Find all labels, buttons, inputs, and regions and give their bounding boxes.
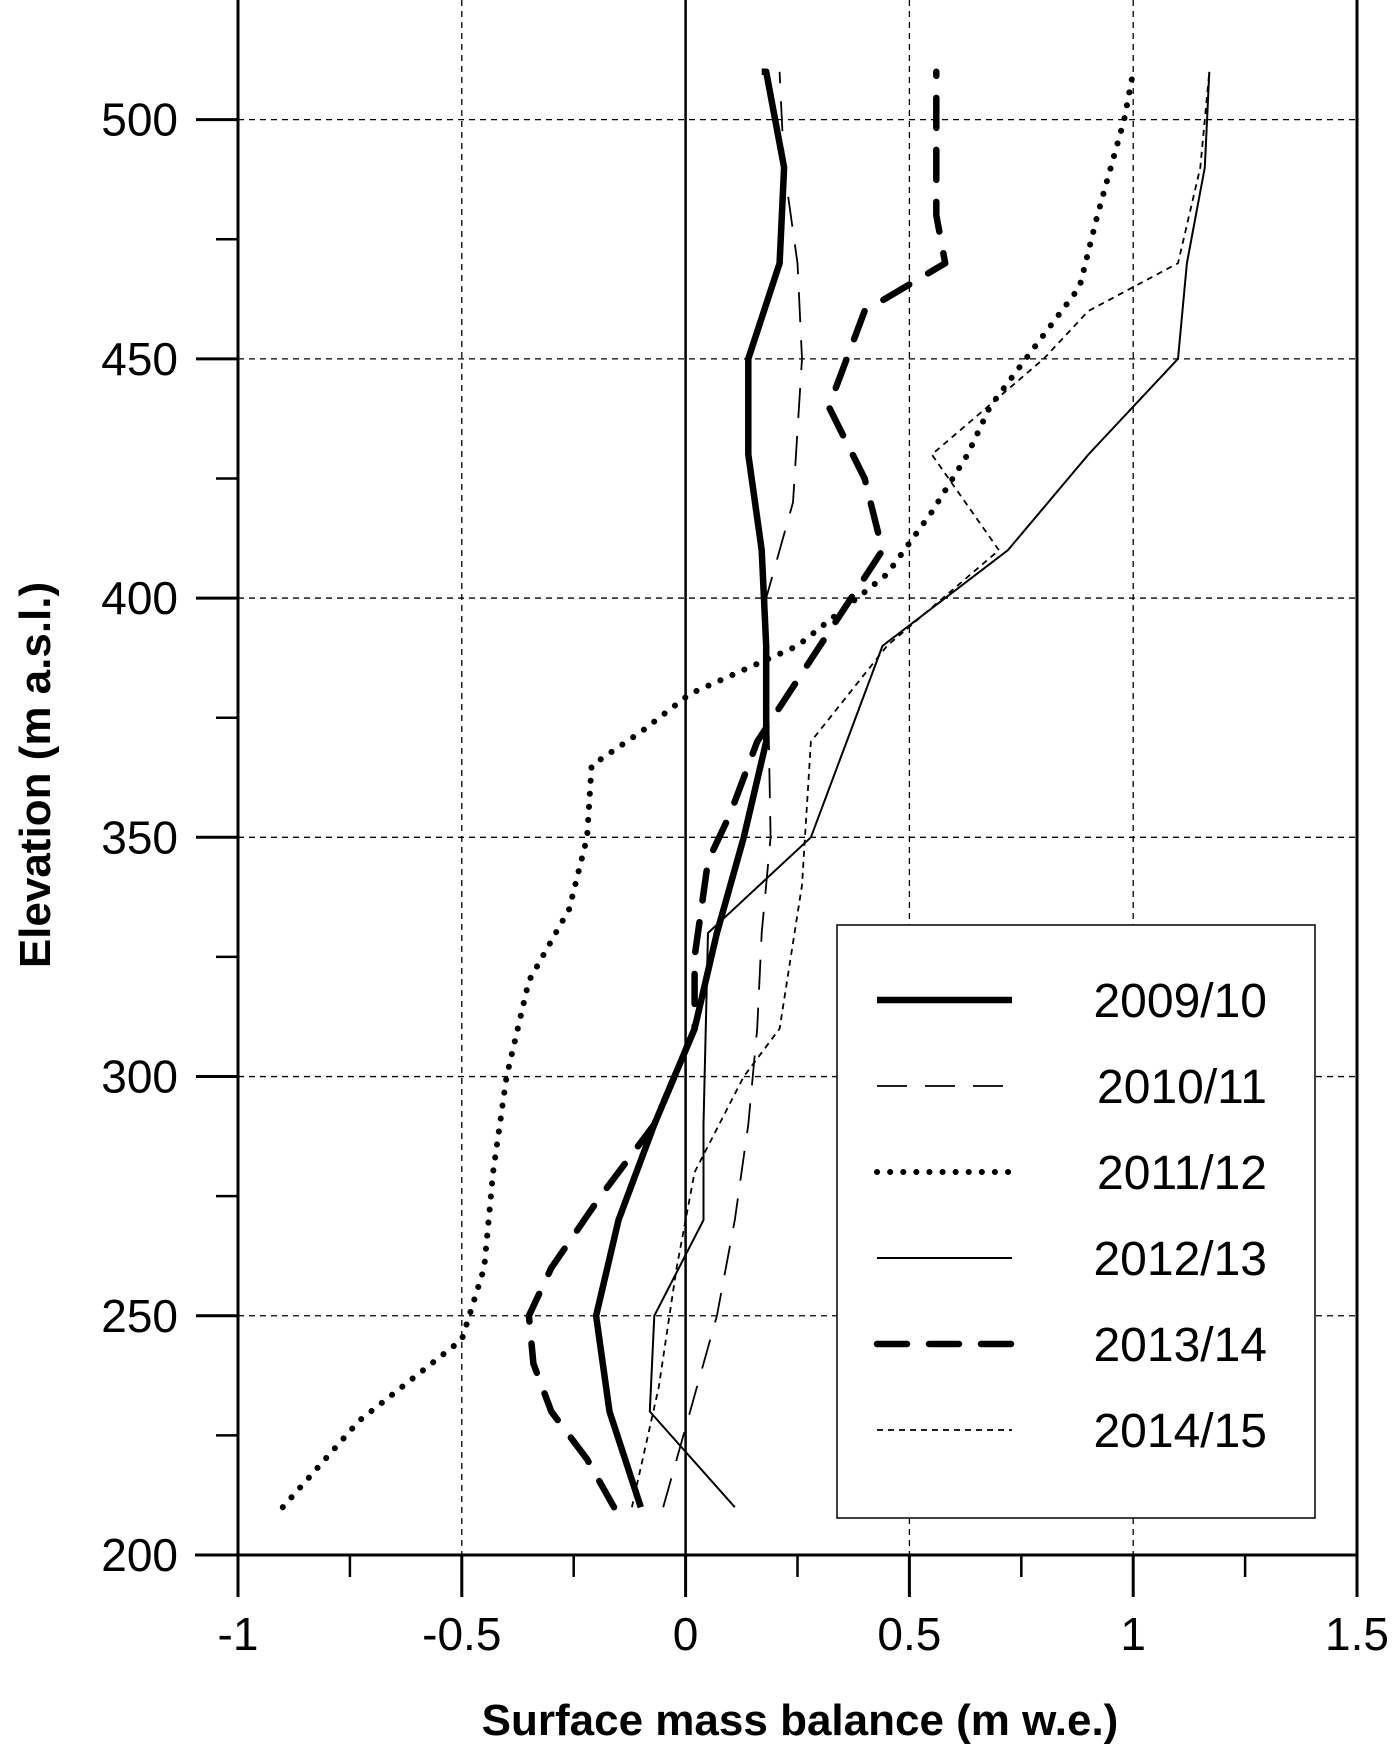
legend-box: [836, 924, 1316, 1519]
y-tick-label: 500: [101, 94, 178, 146]
series-layer: [279, 68, 1211, 1511]
y-axis-title: Elevation (m a.s.l.): [11, 582, 60, 968]
legend-label: 2014/15: [1093, 1405, 1267, 1458]
axes-layer: -1 -0.5 0 0.5 1 1.5 200 250 300 350 400 450 500: [101, 0, 1389, 1660]
x-tick-label: 0: [673, 1608, 699, 1660]
y-tick-label: 450: [101, 333, 178, 385]
legend-label: 2010/11: [1097, 1061, 1267, 1114]
legend-label: 2011/12: [1097, 1147, 1267, 1200]
series-line-2013-14: [525, 68, 949, 1511]
series-line-2009-10: [592, 68, 788, 1509]
x-axis-title: Surface mass balance (m w.e.): [482, 1696, 1119, 1745]
x-tick-label: 0.5: [877, 1608, 941, 1660]
series-line-2012-13: [648, 71, 1211, 1508]
x-tick-label: 1.5: [1325, 1608, 1389, 1660]
y-tick-label: 400: [101, 572, 178, 624]
legend-label: 2013/14: [1093, 1319, 1267, 1372]
y-tick-label: 250: [101, 1290, 178, 1342]
series-line-2011-12: [279, 68, 1137, 1511]
legend-label: 2009/10: [1093, 975, 1267, 1028]
x-tick-label: -1: [218, 1608, 259, 1660]
x-tick-label: -0.5: [422, 1608, 501, 1660]
series-line-2010-11: [662, 71, 803, 1508]
x-tick-label: 1: [1120, 1608, 1146, 1660]
legend-label: 2012/13: [1093, 1233, 1267, 1286]
legend: 2009/10 2010/11 2011/12 2012/13 2013/14 2014/…: [836, 924, 1316, 1519]
y-tick-label: 350: [101, 811, 178, 863]
series-line-2014-15: [631, 71, 1211, 1508]
y-tick-label: 300: [101, 1051, 178, 1103]
y-tick-label: 200: [101, 1529, 178, 1581]
